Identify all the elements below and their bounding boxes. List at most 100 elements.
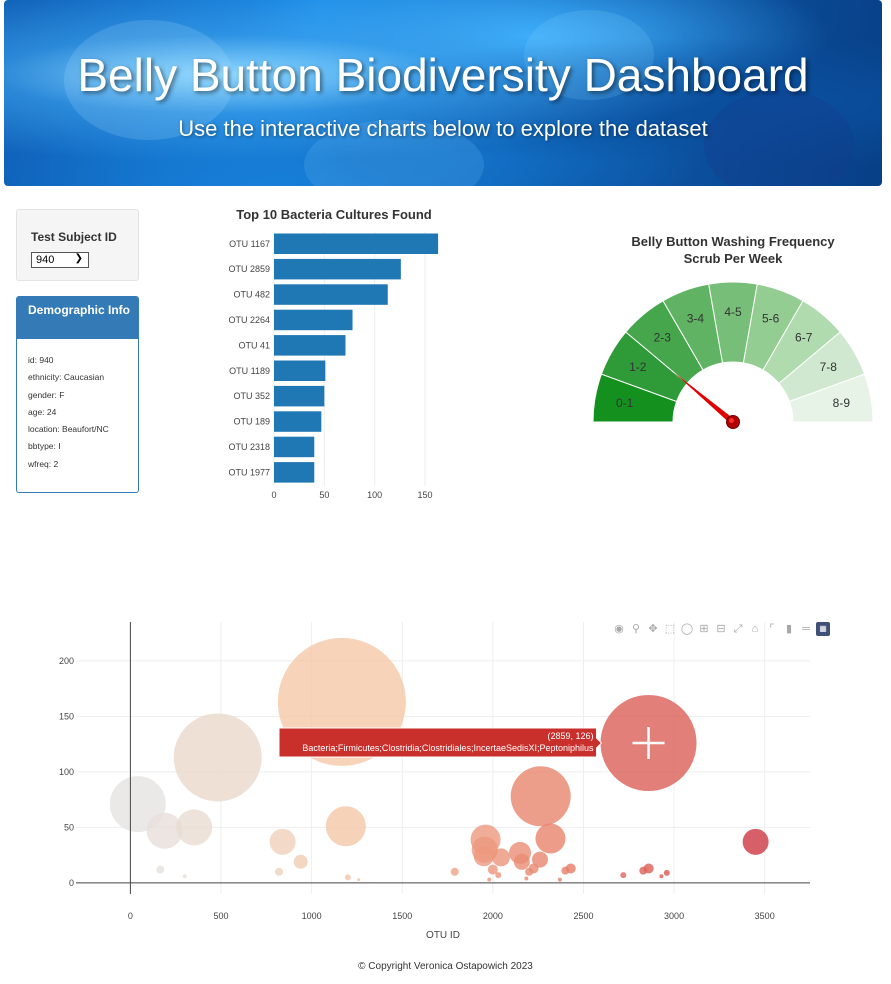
bar-otu-2859[interactable] [274,258,401,280]
demographic-line: location: Beaufort/NC [28,424,109,435]
subject-selector-label: Test Subject ID [31,230,117,244]
bubble-otu-2830[interactable] [639,866,648,875]
bar-otu-1189[interactable] [274,360,326,382]
plotly-logo-icon[interactable]: ▦ [816,622,830,636]
gauge-segment-label: 1-2 [629,360,647,374]
bar-otu-352[interactable] [274,385,325,407]
bar-otu-1167[interactable] [274,233,439,255]
otu-bubble-chart[interactable]: 0 500 1000 1500 2000 2500 3000 3500 0 50 100 150 200… [0,610,891,945]
demographic-info-panel: Demographic Info id: 940 ethnicity: Cauc… [16,296,139,493]
bubble-otu-1200[interactable] [344,874,351,881]
bubble-otu-1189[interactable] [325,806,366,847]
box-select-icon[interactable]: ⬚ [664,623,676,635]
zoom-icon[interactable]: ⚲ [631,623,641,635]
top10-bar-chart[interactable]: Top 10 Bacteria Cultures Found OTU 1167 O… [200,200,460,505]
subject-id-select[interactable]: 940 ❯ [31,252,89,268]
bubble-otu-2000[interactable] [487,864,498,875]
gauge-needle [673,371,735,425]
bar-x-tick-label: 150 [417,490,432,500]
bubble-otu-2200[interactable] [525,867,534,876]
bubble-x-tick-label: 0 [128,911,133,921]
bubble-otu-940[interactable] [293,854,308,869]
bar-y-tick-label: OTU 2859 [228,264,270,274]
demographic-line: wfreq: 2 [28,458,59,469]
gauge-needle-hub-highlight [729,418,734,423]
demographic-info-title: Demographic Info [17,297,138,339]
bubble-otu-3450[interactable] [742,828,769,855]
gauge-segment-label: 8-9 [833,396,851,410]
bubble-x-axis-title: OTU ID [426,930,460,941]
bubble-otu-165[interactable] [156,865,165,874]
bubble-y-tick-label: 200 [59,656,74,666]
bubble-otu-1790[interactable] [450,867,459,876]
hover-tooltip-text: Bacteria;Firmicutes;Clostridia;Clostridi… [302,743,594,753]
zoom-in-icon[interactable]: ⊞ [699,623,709,635]
pan-icon[interactable]: ✥ [648,623,658,635]
bar-otu-189[interactable] [274,411,322,432]
gauge-segment-8-9[interactable] [788,373,874,423]
bar-y-tick-label: OTU 1977 [228,467,270,477]
bubble-otu-2960[interactable] [663,869,670,876]
bubble-otu-189[interactable] [146,812,183,849]
bar-otu-41[interactable] [274,335,346,356]
bubble-otu-2045[interactable] [491,848,510,867]
bubble-otu-1980[interactable] [487,877,492,882]
bubble-y-tick-label: 50 [64,822,74,832]
bubble-otu-820[interactable] [274,867,283,876]
gauge-segment-label: 7-8 [820,360,838,374]
bar-otu-2318[interactable] [274,436,315,458]
bubble-otu-2318[interactable] [535,823,566,854]
bubble-otu-2400[interactable] [561,866,570,875]
hover-closest-icon[interactable]: ▮ [785,623,793,635]
bubble-otu-2720[interactable] [620,872,627,879]
bar-y-tick-label: OTU 482 [233,290,270,300]
footer-copyright: © Copyright Veronica Ostapowich 2023 [358,961,533,972]
subject-id-value: 940 [36,254,55,266]
bubble-otu-2030[interactable] [495,872,502,879]
zoom-out-icon[interactable]: ⊟ [716,623,726,635]
bubble-otu-2930[interactable] [659,874,664,879]
demographic-line: age: 24 [28,406,57,417]
bubble-x-tick-label: 3500 [755,911,775,921]
page-subtitle: Use the interactive charts below to expl… [178,116,708,141]
bubble-otu-2260[interactable] [531,851,548,868]
bubble-otu-1950[interactable] [473,846,494,867]
home-icon[interactable]: ⌂ [751,623,759,635]
autoscale-icon[interactable]: ⤢ [733,623,743,635]
bar-otu-1977[interactable] [274,462,315,483]
gauge-title-line2: Scrub Per Week [684,251,784,266]
bubble-otu-840[interactable] [269,828,296,855]
bar-x-tick-label: 0 [271,490,276,500]
gauge-segment-label: 2-3 [654,331,672,345]
bubble-x-tick-label: 1500 [392,911,412,921]
bubble-x-tick-label: 1000 [302,911,322,921]
demographic-line: gender: F [28,389,65,400]
camera-icon[interactable]: ◉ [614,623,624,635]
lasso-select-icon[interactable]: ◯ [680,623,694,635]
wash-frequency-gauge[interactable]: Belly Button Washing Frequency Scrub Per… [580,225,880,440]
header-banner: Belly Button Biodiversity Dashboard Use … [4,0,882,186]
bubble-otu-2264[interactable] [510,766,571,827]
bar-y-tick-label: OTU 2264 [228,315,270,325]
hover-compare-icon[interactable]: ═ [802,623,810,635]
hover-tooltip [278,727,603,758]
bubble-x-tick-label: 3000 [664,911,684,921]
spike-lines-icon[interactable]: ⌜ [769,623,775,635]
page-title: Belly Button Biodiversity Dashboard [77,49,809,101]
bubble-otu-352[interactable] [176,809,213,846]
bubble-otu-41[interactable] [109,776,166,833]
gauge-segment-label: 4-5 [724,305,742,319]
bubble-otu-482[interactable] [173,713,262,802]
bubble-y-tick-label: 0 [69,878,74,888]
bubble-otu-2370[interactable] [557,877,562,882]
gauge-segment-label: 3-4 [687,312,705,326]
subject-selector-panel: Test Subject ID 940 ❯ [16,209,139,281]
bubble-otu-300[interactable] [182,874,187,879]
demographic-line: bbtype: I [28,441,61,452]
bubble-otu-2160[interactable] [513,853,530,870]
bubble-otu-1260[interactable] [357,878,361,882]
bubble-otu-2185[interactable] [524,876,529,881]
demographic-line: id: 940 [28,355,54,365]
bar-otu-2264[interactable] [274,309,353,331]
bar-otu-482[interactable] [274,284,388,305]
